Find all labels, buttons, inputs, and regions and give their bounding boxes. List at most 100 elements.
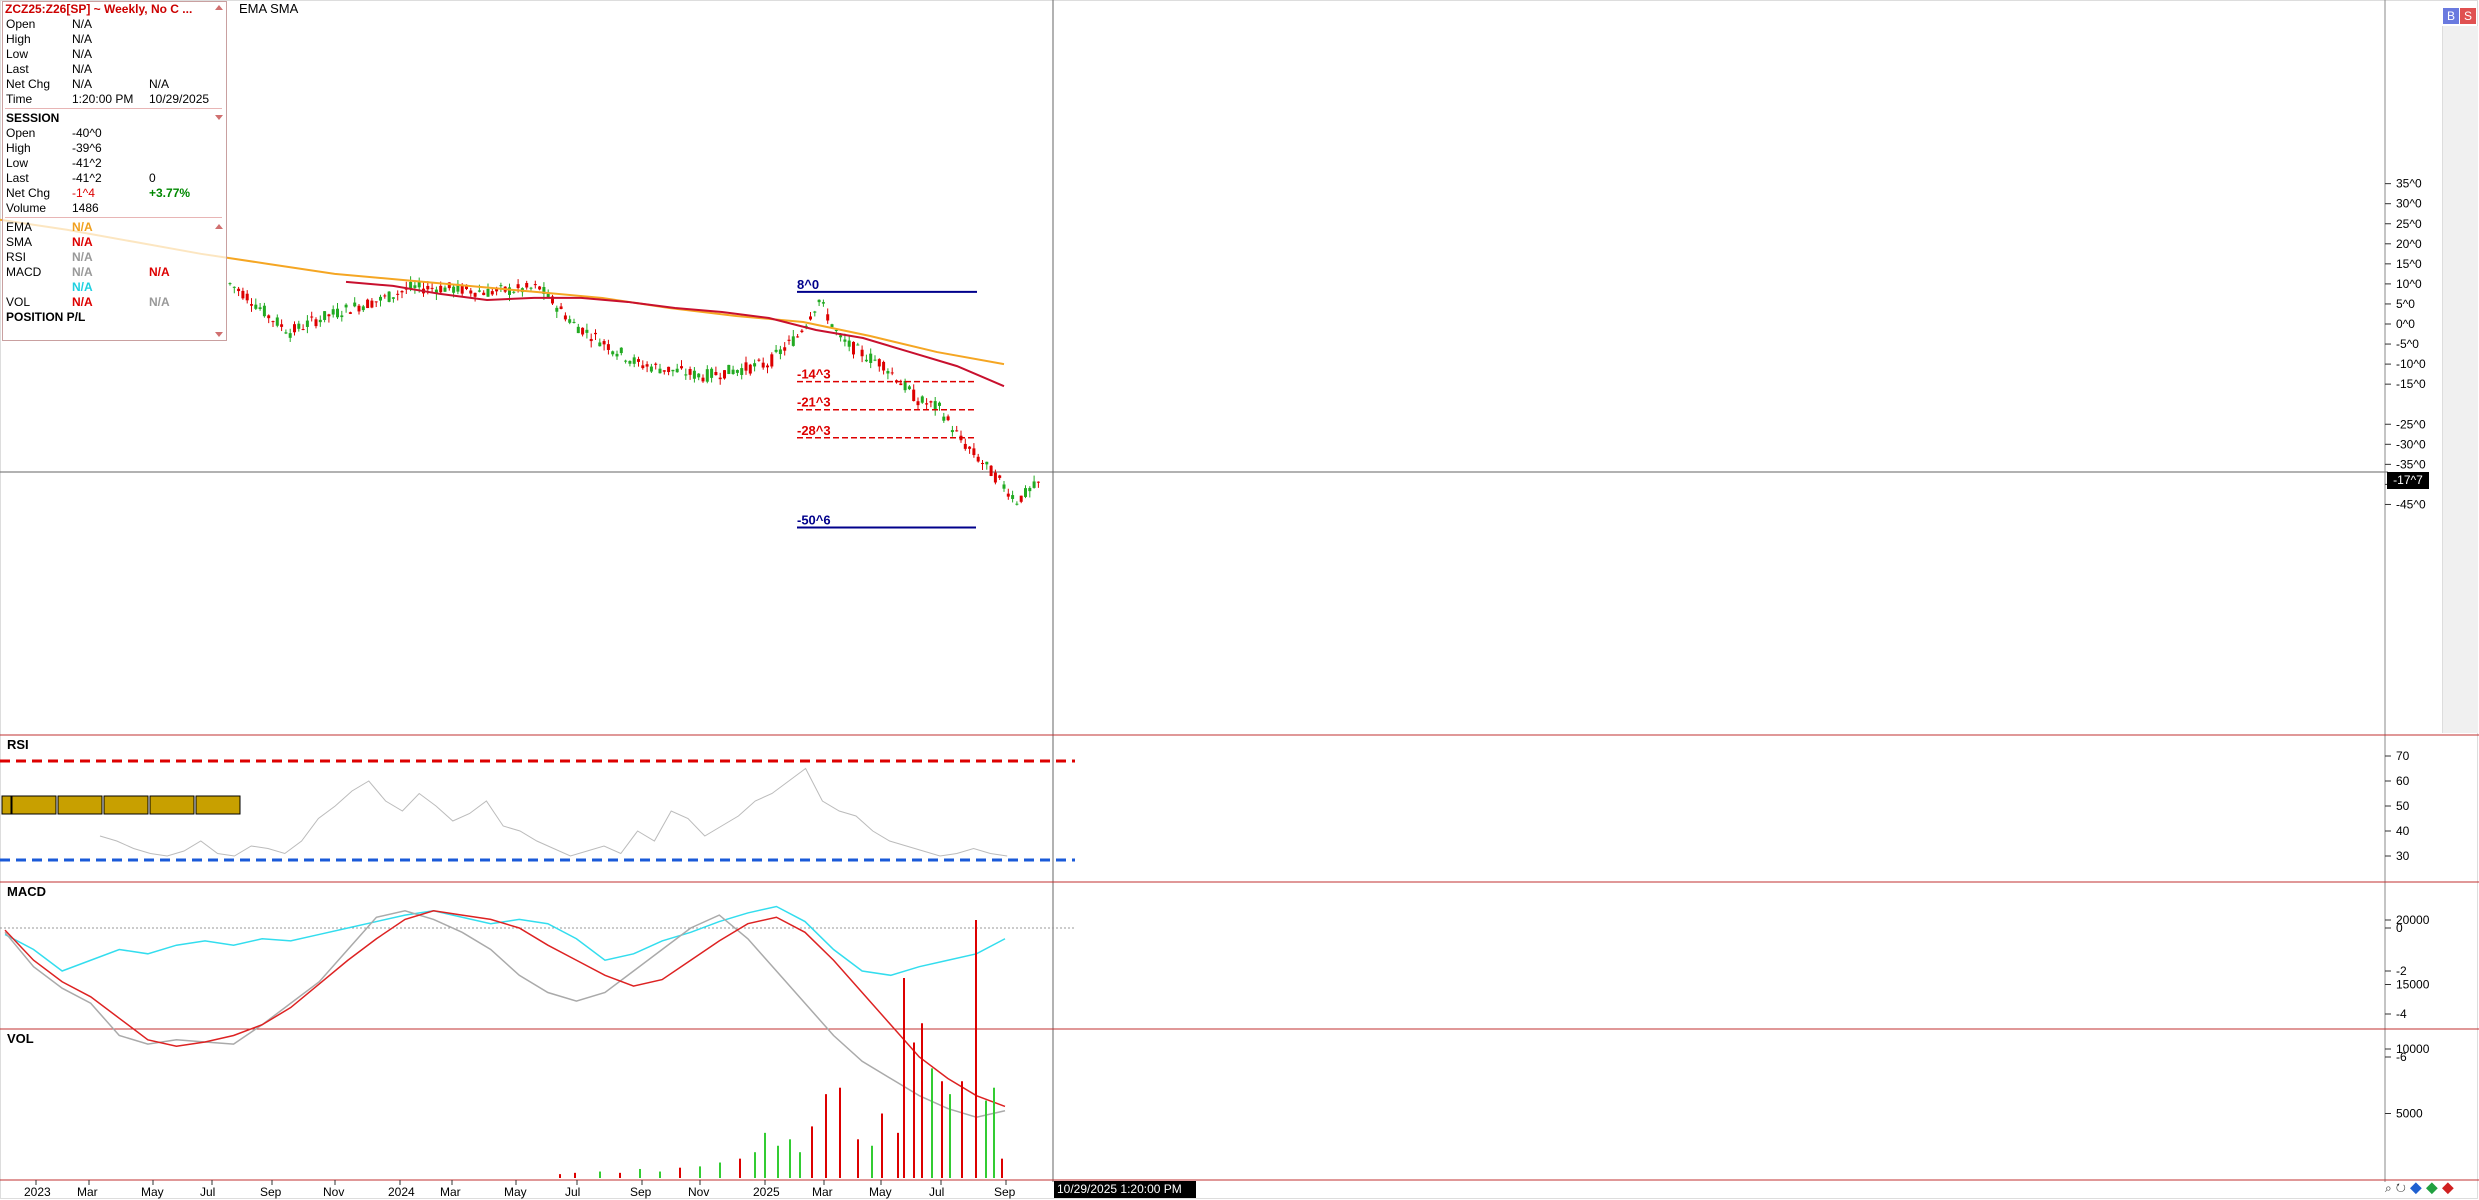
candle-body [796, 336, 800, 338]
info-row: Volume 1486 [3, 201, 226, 216]
info-label: MACD [6, 265, 42, 279]
candle-body [976, 456, 980, 462]
scroll-down-icon[interactable] [215, 332, 223, 337]
candle-body [293, 324, 296, 333]
candle-body [968, 446, 972, 449]
candle-body [348, 312, 352, 314]
candle-body [864, 359, 868, 362]
candle-body [374, 301, 378, 303]
candle-body [589, 338, 593, 342]
green-diamond-icon[interactable]: ◆ [2425, 1181, 2442, 1195]
info-value: N/A [72, 17, 93, 31]
info-row: Last -41^2 0 [3, 171, 226, 186]
candle-body [710, 368, 714, 378]
candle-body [456, 283, 460, 292]
price-scrollbar[interactable] [2442, 26, 2478, 733]
candle-body [305, 320, 309, 327]
candle-body [774, 349, 778, 352]
candle-body [237, 288, 241, 292]
time-tick-label: Nov [323, 1185, 344, 1199]
info-value: N/A [72, 295, 93, 309]
candle-body [499, 285, 503, 287]
candle-body [327, 314, 331, 317]
info-row: Open N/A [3, 17, 226, 32]
scroll-up-icon[interactable] [215, 5, 223, 10]
price-tick-label: 25^0 [2396, 217, 2422, 231]
candle-body [813, 311, 817, 313]
info-row: VOL N/A N/A [3, 295, 226, 310]
info-label: Low [6, 156, 29, 170]
candle-body [740, 368, 744, 375]
candle-body [856, 344, 860, 346]
candle-body [826, 314, 830, 321]
candle-body [615, 353, 619, 357]
candle-body [387, 291, 391, 302]
zoom-icon[interactable]: ⌕ [2385, 1181, 2396, 1195]
info-row: High -39^6 [3, 141, 226, 156]
candle-body [551, 296, 554, 304]
candle-body [916, 401, 920, 406]
candle-body [495, 288, 499, 292]
bottom-toolbar[interactable]: ⌕↻◆◆◆ [2385, 1181, 2458, 1196]
blue-diamond-icon[interactable]: ◆ [2409, 1181, 2426, 1195]
info-value: N/A [72, 220, 93, 234]
buy-button[interactable]: B [2443, 8, 2459, 24]
panel-separator [5, 217, 222, 219]
info-label: Time [6, 92, 33, 106]
scroll-up-icon[interactable] [215, 224, 223, 229]
data-window-panel: ZCZ25:Z26[SP] ~ Weekly, No C ... Open N/A… [2, 1, 227, 341]
candle-body [1019, 495, 1023, 502]
time-tick-label: Mar [440, 1185, 461, 1199]
info-row: N/A [3, 280, 226, 295]
candle-body [611, 351, 615, 355]
vol-pane-label: VOL [7, 1031, 34, 1046]
candle-body [379, 296, 382, 301]
candle-body [241, 290, 245, 299]
candle-body [735, 370, 739, 373]
candle-body [594, 332, 597, 335]
candle-body [1002, 484, 1006, 489]
candle-body [852, 341, 855, 355]
info-label: Net Chg [6, 186, 51, 200]
candle-body [460, 285, 464, 294]
candle-body [834, 330, 838, 332]
scroll-down-icon[interactable] [215, 115, 223, 120]
candle-body [628, 360, 632, 364]
rsi-marker-block [103, 795, 149, 815]
info-value: N/A [72, 47, 93, 61]
candle-body [482, 292, 486, 296]
candle-body [559, 306, 563, 309]
candle-body [391, 297, 395, 299]
candle-body [723, 370, 726, 379]
candle-body [563, 315, 567, 320]
candle-body [525, 282, 529, 288]
candle-body [920, 396, 924, 403]
candle-body [632, 357, 636, 364]
candle-body [353, 302, 357, 307]
candle-body [955, 430, 959, 432]
studies-label[interactable]: EMA SMA [239, 1, 299, 16]
candle-body [731, 369, 735, 375]
info-label: Net Chg [6, 77, 51, 91]
candle-body [314, 319, 318, 327]
symbol-title[interactable]: ZCZ25:Z26[SP] ~ Weekly, No C ... [5, 2, 193, 16]
candle-body [508, 287, 511, 295]
info-value: 1486 [72, 201, 99, 215]
price-tick-label: -10^0 [2396, 357, 2426, 371]
red-diamond-icon[interactable]: ◆ [2441, 1181, 2458, 1195]
candle-body [361, 306, 365, 311]
reset-icon[interactable]: ↻ [2395, 1181, 2410, 1195]
info-label: EMA [6, 220, 33, 234]
candle-body [929, 401, 933, 403]
candle-body [998, 475, 1002, 478]
candle-body [344, 304, 348, 308]
candle-body [413, 285, 417, 288]
sell-button[interactable]: S [2460, 8, 2476, 24]
time-tick-label: May [141, 1185, 164, 1199]
candle-body [439, 285, 443, 293]
candle-body [555, 307, 559, 312]
candle-body [718, 377, 722, 380]
candle-body [430, 287, 434, 289]
